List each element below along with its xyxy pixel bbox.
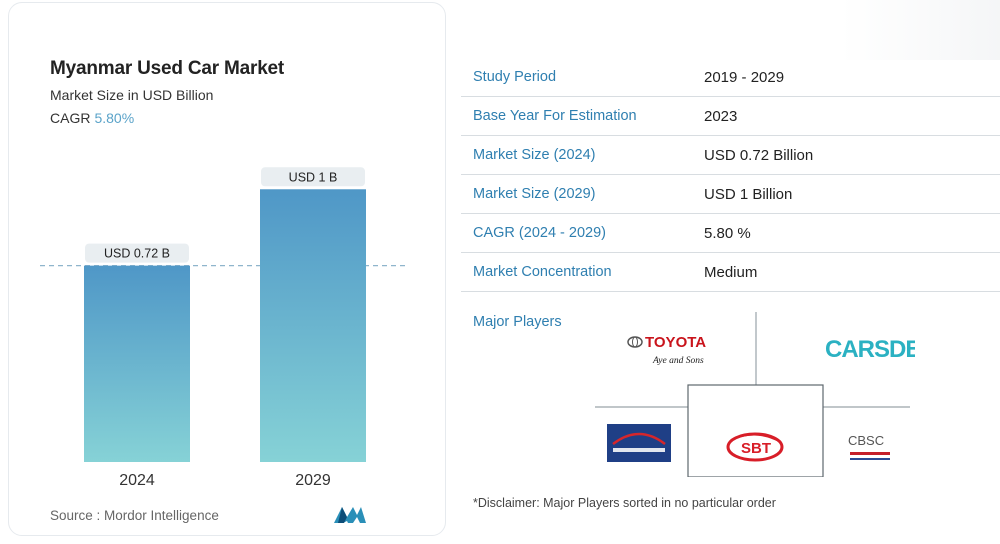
grid-box	[687, 384, 824, 477]
cbsc-logo-text: CBSC	[848, 433, 884, 448]
x-tick-label: 2029	[295, 472, 331, 489]
source-text: Source : Mordor Intelligence	[50, 508, 219, 523]
bar-2029	[260, 189, 366, 462]
summary-table: Study Period 2019 - 2029 Base Year For E…	[461, 58, 1000, 292]
disclaimer-text: *Disclaimer: Major Players sorted in no …	[473, 496, 776, 510]
cagr-line: CAGR 5.80%	[50, 110, 134, 126]
dealer-logo-icon	[607, 424, 671, 462]
cbsc-logo-icon: CBSC	[848, 433, 890, 460]
page-title: Myanmar Used Car Market	[50, 58, 285, 79]
bar-chart: USD 0.72 B 2024 USD 1 B 2029	[40, 167, 405, 489]
bar-2024	[84, 265, 190, 462]
row-value: USD 1 Billion	[704, 185, 793, 203]
row-key: Study Period	[473, 69, 557, 85]
data-label: USD 0.72 B	[104, 247, 170, 261]
data-label: USD 1 B	[289, 170, 338, 184]
data-label-bg	[85, 243, 189, 263]
cagr-label: CAGR	[50, 110, 91, 126]
row-value: 5.80 %	[704, 224, 751, 242]
chart-subtitle: Market Size in USD Billion	[50, 87, 214, 103]
major-players-grid: TOYOTA Aye and Sons CARSDB SBT CBSC	[595, 312, 915, 477]
row-value: 2023	[704, 107, 738, 125]
carsdb-logo-icon: CARSDB	[825, 336, 915, 363]
toyota-logo-text: TOYOTA	[645, 334, 706, 351]
row-value: 2019 - 2029	[704, 68, 785, 86]
data-label-bg	[261, 167, 365, 187]
row-key: Market Concentration	[473, 264, 612, 280]
table-row: Market Size (2029) USD 1 Billion	[461, 175, 1000, 214]
chart-card	[8, 2, 446, 536]
row-value: Medium	[704, 263, 758, 281]
table-row: CAGR (2024 - 2029) 5.80 %	[461, 214, 1000, 253]
row-key: Base Year For Estimation	[473, 108, 637, 124]
row-key: Market Size (2024)	[473, 147, 596, 163]
major-players-label: Major Players	[473, 314, 562, 330]
table-row: Market Size (2024) USD 0.72 Billion	[461, 136, 1000, 175]
toyota-logo-icon: TOYOTA Aye and Sons	[627, 334, 706, 366]
table-row: Base Year For Estimation 2023	[461, 97, 1000, 136]
carsdb-logo-text: CARSDB	[825, 336, 915, 363]
table-row: Market Concentration Medium	[461, 253, 1000, 292]
cagr-value: 5.80%	[94, 110, 135, 126]
row-key: Market Size (2029)	[473, 186, 596, 202]
table-row: Study Period 2019 - 2029	[461, 58, 1000, 97]
row-value: USD 0.72 Billion	[704, 146, 814, 164]
toyota-logo-subtext: Aye and Sons	[652, 356, 704, 366]
sbt-logo-text: SBT	[741, 440, 771, 457]
mordor-logo-icon	[334, 507, 366, 523]
sbt-logo-icon: SBT	[726, 432, 784, 462]
corner-fade	[840, 0, 1000, 60]
x-tick-label: 2024	[119, 472, 155, 489]
row-key: CAGR (2024 - 2029)	[473, 225, 606, 241]
